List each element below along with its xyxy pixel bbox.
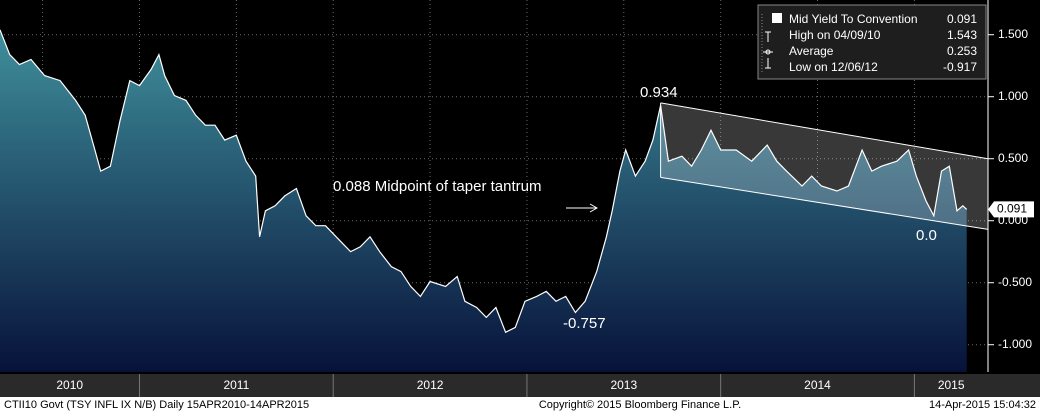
legend-box	[757, 4, 987, 80]
annotation: 0.088 Midpoint of taper tantrum	[333, 178, 541, 195]
last-value-tag	[988, 201, 1034, 218]
annotation: 0.934	[640, 84, 678, 101]
x-axis-bar	[0, 374, 1040, 397]
year-label: 2014	[804, 378, 831, 392]
legend-icon	[765, 58, 771, 69]
year-label: 2012	[417, 378, 444, 392]
y-tick-label: 1.000	[998, 89, 1028, 103]
footer-right: 14-Apr-2015 15:04:32	[929, 399, 1036, 411]
y-tick-label: -1.000	[998, 337, 1032, 351]
legend-label: Average	[789, 44, 834, 58]
channel-band	[660, 102, 988, 230]
year-label: 2010	[56, 378, 83, 392]
legend-icon	[765, 31, 771, 42]
year-label: 2011	[223, 378, 249, 392]
footer-center: Copyright© 2015 Bloomberg Finance L.P.	[539, 399, 741, 411]
annotation-arrow	[566, 203, 599, 213]
legend-swatch	[772, 13, 782, 23]
legend-value: 0.253	[947, 44, 977, 58]
annotation: 0.0	[916, 227, 937, 244]
legend-label: Low on 12/06/12	[789, 60, 878, 74]
legend-value: -0.917	[943, 60, 977, 74]
channel-upper	[660, 102, 989, 160]
legend-label: Mid Yield To Convention	[789, 12, 918, 26]
channel-lower	[660, 176, 989, 230]
y-tick-label: 1.500	[998, 27, 1028, 41]
legend-value: 0.091	[947, 12, 977, 26]
area	[0, 29, 967, 373]
year-label: 2015	[938, 378, 965, 392]
y-tick-label: 0.500	[998, 151, 1028, 165]
year-label: 2013	[610, 378, 637, 392]
legend-label: High on 04/09/10	[789, 28, 881, 42]
legend-icon	[763, 49, 773, 55]
annotation: -0.757	[563, 315, 606, 332]
footer-bar	[0, 397, 1040, 413]
line	[0, 29, 968, 334]
y-tick-label: -0.500	[998, 275, 1032, 289]
legend: Mid Yield To Convention 0.091 High on 04/0…	[757, 4, 987, 80]
last-value-label: 0.091	[997, 202, 1027, 216]
legend-value: 1.543	[947, 28, 977, 42]
footer-left: CTII10 Govt (TSY INFL IX N/B) Daily 15AP…	[4, 399, 309, 411]
